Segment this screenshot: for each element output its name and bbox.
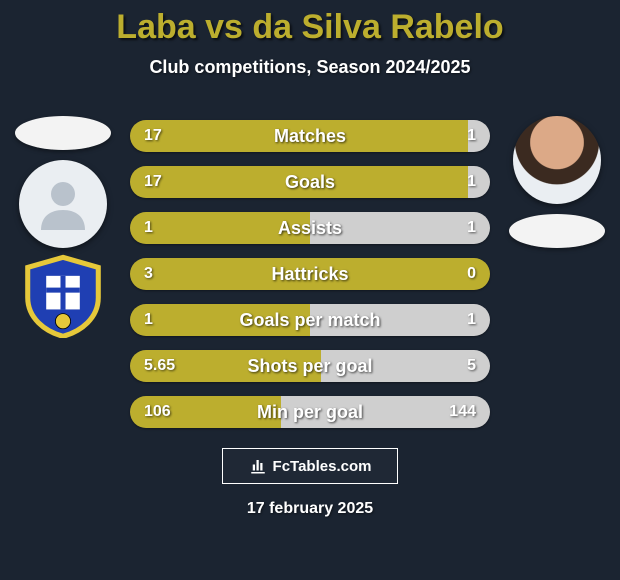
player-right-column <box>502 116 612 248</box>
chart-icon <box>249 457 267 475</box>
stats-bars: 171Matches 171Goals 11Assists 30Hattricks 11… <box>130 120 490 428</box>
club-badge-left <box>21 254 105 338</box>
person-icon <box>31 172 95 236</box>
branding-box[interactable]: FcTables.com <box>222 448 398 484</box>
page-title: Laba vs da Silva Rabelo <box>0 0 620 47</box>
flag-right <box>509 214 605 248</box>
stat-row: 30Hattricks <box>130 258 490 290</box>
avatar-left <box>19 160 107 248</box>
stat-row: 106144Min per goal <box>130 396 490 428</box>
stat-row: 11Goals per match <box>130 304 490 336</box>
avatar-right <box>513 116 601 204</box>
stat-row: 171Matches <box>130 120 490 152</box>
page-subtitle: Club competitions, Season 2024/2025 <box>0 57 620 78</box>
branding-label: FcTables.com <box>273 458 372 475</box>
stat-label: Goals <box>130 166 490 198</box>
stat-label: Assists <box>130 212 490 244</box>
player-left-column <box>8 116 118 338</box>
stat-row: 171Goals <box>130 166 490 198</box>
stat-label: Shots per goal <box>130 350 490 382</box>
stat-label: Min per goal <box>130 396 490 428</box>
stat-label: Matches <box>130 120 490 152</box>
footer-date: 17 february 2025 <box>0 500 620 518</box>
stat-row: 5.655Shots per goal <box>130 350 490 382</box>
stat-row: 11Assists <box>130 212 490 244</box>
stat-label: Hattricks <box>130 258 490 290</box>
flag-left <box>15 116 111 150</box>
stat-label: Goals per match <box>130 304 490 336</box>
